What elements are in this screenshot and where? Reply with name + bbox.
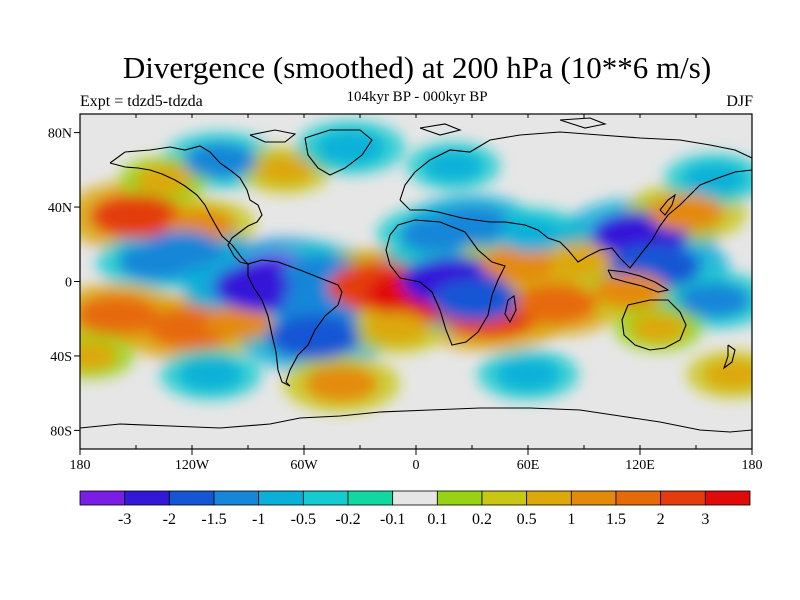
colorbar-label: 1 bbox=[567, 511, 575, 528]
colorbar-label: 0.5 bbox=[517, 511, 537, 528]
colorbar-swatch bbox=[481, 490, 528, 506]
coastlines bbox=[80, 117, 752, 433]
anomaly-core-31 bbox=[649, 194, 725, 232]
colorbar-label: 0.1 bbox=[427, 511, 447, 528]
anomaly-core-29 bbox=[678, 282, 752, 319]
anomaly-core-34 bbox=[316, 130, 385, 165]
colorbar-label: 3 bbox=[701, 511, 709, 528]
colorbar-swatch bbox=[615, 490, 662, 506]
anomaly-core-38 bbox=[304, 365, 378, 402]
colorbar-label: 1.5 bbox=[606, 511, 626, 528]
anomaly-core-37 bbox=[136, 164, 192, 194]
lon-tick-label: 0 bbox=[413, 458, 420, 473]
divergence-field bbox=[80, 120, 752, 413]
anomaly-core-6 bbox=[204, 305, 273, 340]
colorbar-swatch bbox=[660, 490, 706, 506]
anomaly-core-13 bbox=[267, 315, 360, 360]
arctic-islands-coast bbox=[249, 117, 607, 143]
season-label: DJF bbox=[726, 93, 753, 110]
lon-tick-label: 120W bbox=[175, 458, 210, 473]
colorbar: -3 -2 -1.5 -1 -0.5 -0.2 -0.1 0.1 0.2 0.5 1 1.5 2 3 bbox=[79, 490, 751, 528]
lat-tick-label: 0 bbox=[65, 276, 72, 291]
colorbar-label: -0.2 bbox=[335, 511, 360, 528]
indonesia-coast bbox=[607, 269, 670, 293]
eurasia-coast bbox=[399, 131, 752, 269]
experiment-label: Expt = tdzd5-tdzda bbox=[80, 93, 203, 110]
north-america-coast bbox=[109, 145, 263, 266]
colorbar-swatch bbox=[347, 490, 394, 506]
colorbar-label: -1.5 bbox=[201, 511, 226, 528]
greenland-coast bbox=[304, 129, 373, 176]
colorbar-swatch bbox=[258, 490, 304, 506]
colorbar-swatch bbox=[124, 490, 170, 506]
anomaly-core-3 bbox=[142, 230, 223, 270]
colorbar-swatch bbox=[79, 490, 126, 506]
lon-tick-label: 60E bbox=[517, 458, 540, 473]
chart-title: Divergence (smoothed) at 200 hPa (10**6 … bbox=[122, 50, 712, 85]
anomaly-core-0 bbox=[90, 194, 182, 239]
anomaly-core-36 bbox=[424, 151, 483, 182]
lon-tick-label: 180 bbox=[742, 458, 763, 473]
colorbar-label: 2 bbox=[657, 511, 665, 528]
madagascar-coast bbox=[504, 295, 517, 324]
map-axes: 80N 40N 0 40S 80S 180 120W 60W 0 60E 120E 180 bbox=[48, 114, 763, 473]
anomaly-core-17 bbox=[365, 312, 429, 345]
south-america-coast bbox=[247, 259, 343, 387]
lon-tick-label: 120E bbox=[625, 458, 655, 473]
lon-tick-label: 180 bbox=[70, 458, 91, 473]
anomaly-core-25 bbox=[514, 283, 598, 324]
colorbar-swatch bbox=[213, 490, 260, 506]
lat-tick-label: 80S bbox=[50, 424, 72, 439]
antarctica-coast bbox=[80, 407, 752, 433]
anomaly-core-41 bbox=[704, 359, 752, 390]
lon-tick-label: 60W bbox=[290, 458, 318, 473]
lat-tick-label: 40S bbox=[50, 350, 72, 365]
lat-tick-label: 80N bbox=[48, 127, 72, 142]
anomaly-core-33 bbox=[256, 154, 315, 185]
anomaly-core-39 bbox=[496, 358, 560, 391]
new-zealand-coast bbox=[722, 344, 736, 370]
australia-coast bbox=[621, 299, 687, 351]
field-blobs bbox=[80, 120, 752, 413]
colorbar-swatch bbox=[392, 490, 438, 506]
anomaly-core-40 bbox=[179, 358, 243, 391]
colorbar-label: -3 bbox=[118, 511, 131, 528]
anomaly-core-23 bbox=[497, 217, 566, 252]
colorbar-swatch bbox=[302, 490, 349, 506]
chart-subtitle: 104kyr BP - 000kyr BP bbox=[346, 89, 488, 105]
colorbar-swatch bbox=[168, 490, 215, 506]
lat-tick-label: 40N bbox=[48, 201, 72, 216]
anomaly-core-7 bbox=[80, 341, 118, 371]
colorbar-label: 0.2 bbox=[472, 511, 492, 528]
colorbar-label: -0.1 bbox=[380, 511, 405, 528]
colorbar-swatch bbox=[704, 490, 751, 506]
colorbar-swatch bbox=[570, 490, 617, 506]
colorbar-swatch bbox=[526, 490, 572, 506]
anomaly-core-4 bbox=[80, 295, 159, 335]
colorbar-label: -2 bbox=[163, 511, 176, 528]
anomaly-core-30 bbox=[630, 313, 687, 343]
africa-coast bbox=[385, 219, 506, 346]
colorbar-swatch bbox=[436, 490, 483, 506]
colorbar-label: -0.5 bbox=[291, 511, 316, 528]
anomaly-core-22 bbox=[481, 244, 557, 282]
anomaly-core-19 bbox=[432, 279, 520, 322]
anomaly-core-32 bbox=[183, 142, 257, 179]
japan-coast bbox=[659, 193, 676, 216]
anomaly-core-24 bbox=[551, 242, 617, 276]
colorbar-label: -1 bbox=[252, 511, 265, 528]
